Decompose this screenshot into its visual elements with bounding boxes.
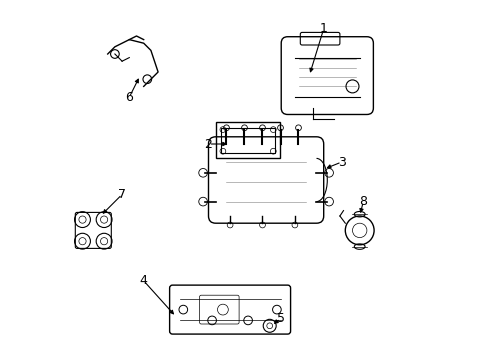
Bar — [221, 128, 275, 153]
Text: 1: 1 — [319, 22, 327, 35]
Text: 6: 6 — [125, 91, 133, 104]
Text: 8: 8 — [359, 195, 366, 208]
Bar — [215, 122, 280, 158]
Text: 2: 2 — [204, 138, 212, 150]
Text: 7: 7 — [118, 188, 126, 201]
Text: 5: 5 — [276, 312, 284, 325]
Text: 4: 4 — [140, 274, 147, 287]
Text: 3: 3 — [337, 156, 345, 168]
